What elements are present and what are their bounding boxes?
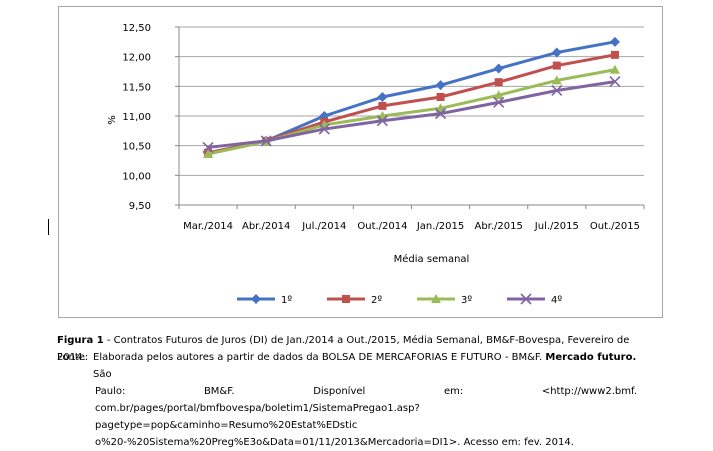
- data-point: [552, 61, 561, 70]
- source-line-1-text: Elaborada pelos autores a partir de dado…: [93, 352, 543, 363]
- data-point: [378, 101, 387, 110]
- data-point: [318, 123, 330, 135]
- data-point: [551, 84, 563, 97]
- data-point: [376, 115, 389, 127]
- y-tick-label: 12,50: [122, 23, 151, 34]
- y-tick-label: 11,00: [122, 112, 151, 123]
- source-note: Fonte: Elaborada pelos autores a partir …: [57, 349, 637, 451]
- data-point: [520, 293, 532, 305]
- data-point: [551, 75, 562, 85]
- y-tick-label: 11,50: [122, 82, 151, 93]
- data-point: [493, 90, 504, 100]
- data-point: [551, 47, 562, 58]
- x-tick-label: Jul./2014: [301, 221, 346, 232]
- data-point-stroke: [493, 96, 505, 108]
- x-axis-label: Média semanal: [394, 253, 470, 265]
- y-tick-label: 9,50: [129, 201, 151, 212]
- figure-caption-text: - Contratos Futuros de Juros (DI) de Jan…: [57, 335, 630, 363]
- line-chart: 9,50 10,00 10,50 11,00 11,50 12,00 12,50 Mar./2…: [107, 23, 645, 306]
- data-point: [494, 78, 503, 87]
- series-line: [207, 80, 616, 149]
- x-tick-label: Out./2015: [590, 221, 640, 232]
- data-point: [377, 92, 388, 103]
- data-point: [434, 108, 447, 120]
- data-point: [202, 141, 214, 154]
- source-line-2: Paulo: BM&F. Disponível em: <http://www2…: [57, 383, 637, 400]
- source-word: Disponível: [313, 386, 366, 397]
- data-point-stroke: [434, 108, 447, 120]
- source-line-4: o%20-%20Sistema%20Preg%E3o&Data=01/11/20…: [95, 437, 574, 448]
- y-tick-label: 10,00: [122, 171, 151, 182]
- source-line-3: com.br/pages/portal/bmfbovespa/boletim1/…: [95, 403, 420, 431]
- data-point: [436, 93, 445, 102]
- series-line: [207, 40, 616, 155]
- data-point-stroke: [318, 123, 330, 135]
- data-point: [609, 36, 620, 47]
- data-point-stroke: [376, 115, 389, 127]
- source-word: BM&F.: [203, 386, 235, 397]
- data-point: [609, 76, 621, 88]
- data-point: [493, 96, 505, 108]
- x-tick-label: Abr./2014: [242, 221, 290, 232]
- source-key: Fonte:: [57, 352, 89, 363]
- legend-label: 2º: [371, 295, 382, 306]
- legend-label: 4º: [551, 295, 562, 306]
- data-point: [493, 63, 504, 74]
- figure-label: Figura 1: [57, 335, 104, 346]
- data-point-stroke: [520, 293, 532, 305]
- x-tick-label: Out./2014: [357, 221, 407, 232]
- data-point: [431, 294, 441, 303]
- figure-caption: Figura 1 - Contratos Futuros de Juros (D…: [57, 332, 657, 366]
- data-point-stroke: [551, 84, 563, 97]
- x-tick-label: Jul./2015: [534, 221, 579, 232]
- x-tick-label: Abr./2015: [474, 221, 522, 232]
- data-point: [610, 50, 619, 59]
- data-point: [435, 80, 446, 91]
- data-point-stroke: [609, 76, 621, 88]
- y-axis-label: %: [107, 115, 118, 125]
- data-point-stroke: [202, 141, 214, 154]
- text-cursor: [48, 219, 49, 235]
- source-url-start: <http://www2.bmf.: [541, 386, 637, 397]
- source-word: Paulo:: [95, 386, 126, 397]
- data-point: [609, 64, 620, 74]
- x-tick-label: Mar./2014: [183, 221, 233, 232]
- data-point: [251, 294, 261, 304]
- source-line-1: Elaborada pelos autores a partir de dado…: [93, 349, 637, 383]
- source-line-1-end: São: [93, 369, 112, 380]
- y-tick-label: 12,00: [122, 53, 151, 64]
- data-point: [203, 148, 214, 158]
- data-point: [260, 135, 272, 147]
- legend-label: 3º: [461, 295, 472, 306]
- y-tick-label: 10,50: [122, 142, 151, 153]
- x-tick-label: Jan./2015: [416, 221, 464, 232]
- source-word: em:: [443, 386, 464, 397]
- source-title: Mercado futuro.: [545, 352, 637, 363]
- legend-label: 1º: [281, 295, 292, 306]
- chart-frame: 9,50 10,00 10,50 11,00 11,50 12,00 12,50 Mar./2…: [58, 6, 663, 318]
- data-point-stroke: [260, 135, 272, 147]
- data-point: [342, 295, 350, 303]
